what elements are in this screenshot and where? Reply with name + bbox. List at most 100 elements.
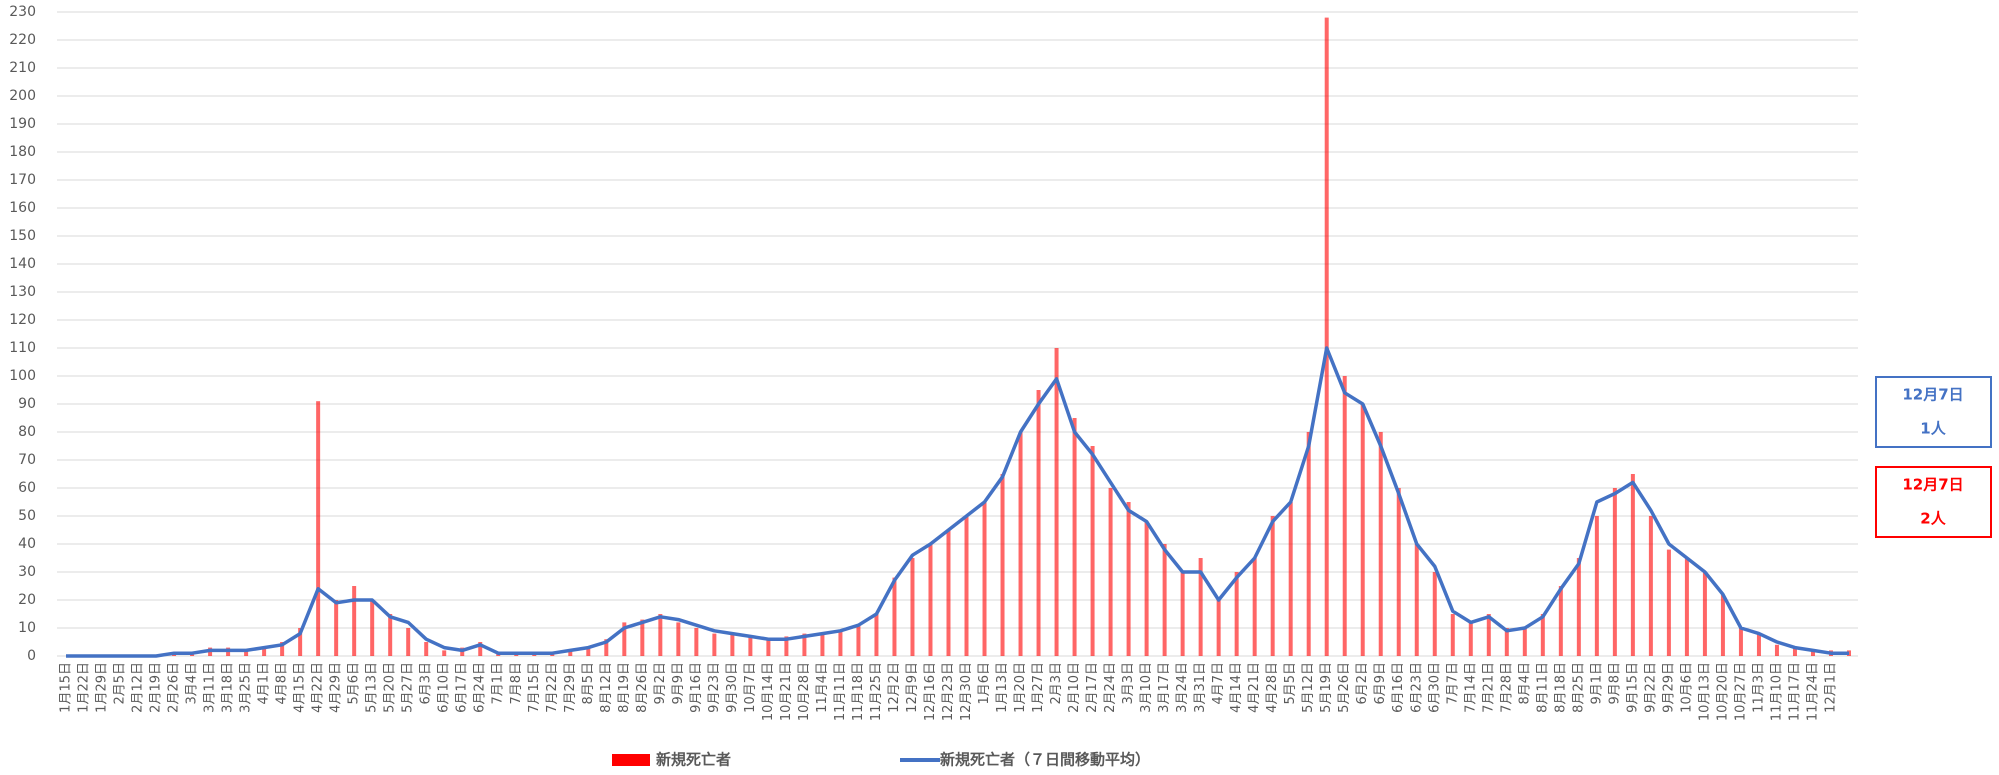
bar xyxy=(1288,502,1293,656)
bar xyxy=(820,633,825,656)
x-tick-label: 4月29日 xyxy=(329,662,344,713)
x-tick-label: 10月14日 xyxy=(761,662,776,721)
x-tick-label: 10月21日 xyxy=(779,662,794,721)
x-tick-label: 3月18日 xyxy=(221,662,236,713)
bar xyxy=(1756,633,1761,656)
x-tick-label: 9月15日 xyxy=(1625,662,1640,713)
x-tick-label: 8月11日 xyxy=(1535,662,1550,713)
x-tick-label: 2月26日 xyxy=(167,662,182,713)
y-tick-label: 140 xyxy=(9,256,36,272)
bar xyxy=(1558,586,1563,656)
x-tick-label: 12月30日 xyxy=(959,662,974,721)
x-tick-label: 1月22日 xyxy=(77,662,92,713)
x-tick-label: 7月21日 xyxy=(1481,662,1496,713)
x-tick-label: 2月3日 xyxy=(1049,662,1064,705)
x-tick-label: 3月11日 xyxy=(203,662,218,713)
x-tick-label: 6月16日 xyxy=(1391,662,1406,713)
x-tick-label: 6月2日 xyxy=(1355,662,1370,705)
bar xyxy=(1270,516,1275,656)
x-tick-label: 2月19日 xyxy=(149,662,164,713)
x-tick-label: 4月8日 xyxy=(275,662,290,705)
bar xyxy=(766,639,771,656)
x-tick-label: 9月2日 xyxy=(653,662,668,705)
x-tick-label: 5月5日 xyxy=(1283,662,1298,705)
x-tick-label: 4月28日 xyxy=(1265,662,1280,713)
bar xyxy=(478,642,483,656)
x-tick-label: 9月9日 xyxy=(671,662,686,705)
x-tick-label: 5月26日 xyxy=(1337,662,1352,713)
bar xyxy=(1072,418,1077,656)
bar xyxy=(1594,516,1599,656)
x-tick-label: 7月29日 xyxy=(563,662,578,713)
bar xyxy=(730,633,735,656)
annotation-text: 1人 xyxy=(1920,420,1946,438)
x-tick-label: 2月10日 xyxy=(1067,662,1082,713)
legend-swatch xyxy=(612,754,650,766)
x-tick-label: 12月1日 xyxy=(1823,662,1838,713)
legend-label: 新規死亡者（７日間移動平均） xyxy=(940,751,1150,769)
bar xyxy=(586,647,591,656)
bar xyxy=(424,642,429,656)
bar xyxy=(1702,572,1707,656)
y-tick-label: 230 xyxy=(9,4,36,20)
x-tick-label: 6月3日 xyxy=(419,662,434,705)
bar xyxy=(1414,544,1419,656)
y-tick-label: 0 xyxy=(27,648,36,664)
x-tick-label: 5月6日 xyxy=(347,662,362,705)
x-tick-label: 4月21日 xyxy=(1247,662,1262,713)
bar xyxy=(856,625,861,656)
x-tick-label: 6月9日 xyxy=(1373,662,1388,705)
x-tick-label: 11月4日 xyxy=(815,662,830,713)
x-tick-label: 7月1日 xyxy=(491,662,506,705)
x-tick-label: 9月8日 xyxy=(1607,662,1622,705)
x-tick-label: 3月17日 xyxy=(1157,662,1172,713)
bar xyxy=(1540,614,1545,656)
x-tick-label: 11月10日 xyxy=(1769,662,1784,721)
x-tick-label: 12月23日 xyxy=(941,662,956,721)
bar xyxy=(1360,404,1365,656)
bar xyxy=(964,516,969,656)
x-tick-label: 3月4日 xyxy=(185,662,200,705)
x-tick-label: 9月23日 xyxy=(707,662,722,713)
x-tick-label: 2月5日 xyxy=(113,662,128,705)
x-tick-label: 8月19日 xyxy=(617,662,632,713)
line xyxy=(66,346,1849,658)
bar xyxy=(1738,628,1743,656)
bar xyxy=(1486,614,1491,656)
bar xyxy=(1306,432,1311,656)
y-tick-label: 80 xyxy=(18,424,36,440)
x-tick-label: 9月22日 xyxy=(1643,662,1658,713)
x-tick-label: 1月20日 xyxy=(1013,662,1028,713)
bar xyxy=(244,650,249,656)
bar xyxy=(442,650,447,656)
x-tick-label: 7月8日 xyxy=(509,662,524,705)
y-tick-label: 220 xyxy=(9,32,36,48)
x-tick-label: 6月24日 xyxy=(473,662,488,713)
x-tick-label: 12月9日 xyxy=(905,662,920,713)
x-tick-label: 9月16日 xyxy=(689,662,704,713)
bar xyxy=(1468,622,1473,656)
x-tick-label: 8月18日 xyxy=(1553,662,1568,713)
bar xyxy=(604,639,609,656)
y-tick-label: 160 xyxy=(9,200,36,216)
bar xyxy=(568,650,573,656)
y-tick-label: 40 xyxy=(18,536,36,552)
x-tick-label: 10月6日 xyxy=(1679,662,1694,713)
x-tick-label: 4月1日 xyxy=(257,662,272,705)
x-tick-label: 1月27日 xyxy=(1031,662,1046,713)
bar xyxy=(1180,572,1185,656)
bar xyxy=(370,600,375,656)
y-tick-label: 190 xyxy=(9,116,36,132)
bar xyxy=(1054,348,1059,656)
bar xyxy=(802,633,807,656)
bar xyxy=(1396,488,1401,656)
bar xyxy=(1378,432,1383,656)
bar xyxy=(1774,644,1779,656)
y-tick-label: 30 xyxy=(18,564,36,580)
y-tick-label: 150 xyxy=(9,228,36,244)
bar xyxy=(1144,521,1149,656)
bar xyxy=(1162,544,1167,656)
bar xyxy=(1630,474,1635,656)
x-tick-label: 10月20日 xyxy=(1715,662,1730,721)
